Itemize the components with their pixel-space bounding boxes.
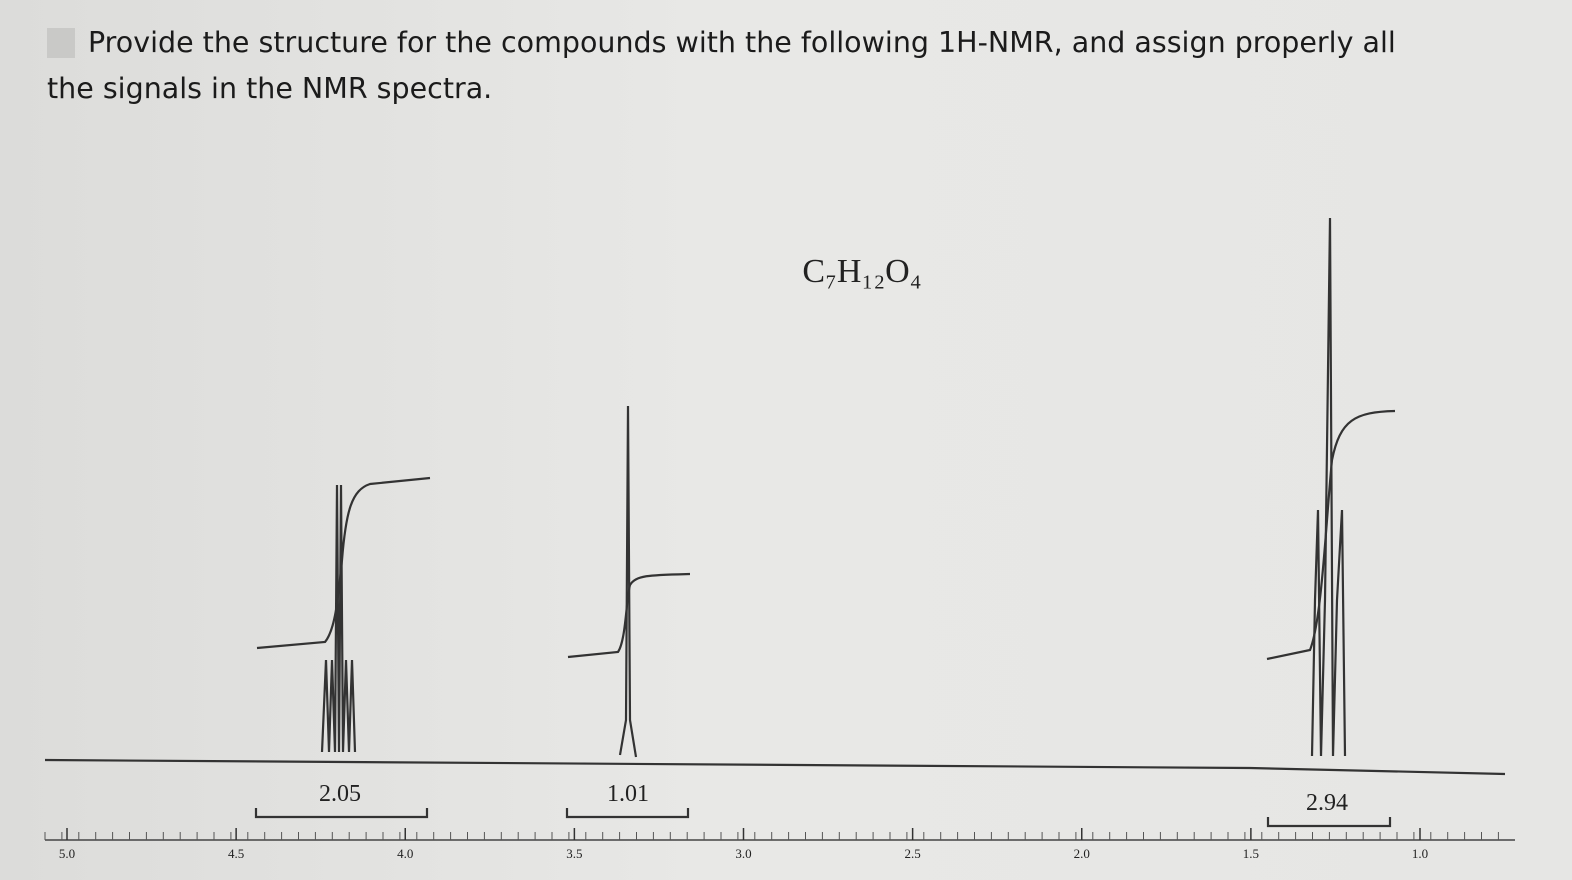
peak [1310,217,1347,757]
question-line: Provide the structure for the compounds … [88,26,1396,59]
x-tick-label: 1.5 [1243,846,1259,861]
question-line: the signals in the NMR spectra. [47,72,493,105]
x-tick-label: 3.5 [566,846,582,861]
x-tick-label: 4.5 [228,846,244,861]
baseline [44,758,1506,776]
integration-label: 2.05 [319,781,361,807]
x-tick-label: 5.0 [59,846,75,861]
integral-curve [1266,409,1396,661]
icon [47,28,75,58]
integration-label: 2.94 [1306,790,1348,816]
integration-bracket [254,808,429,819]
integration-bracket [565,808,690,819]
x-tick-label: 2.0 [1074,846,1090,861]
integral-curve [256,476,431,650]
x-tick-label: 2.5 [905,846,921,861]
formula: C₇H₁₂O₄ [802,253,921,290]
peak [618,405,638,758]
x-tick-label: 1.0 [1412,846,1428,861]
integration-label: 1.01 [607,781,649,807]
integration-bracket [1266,817,1392,828]
x-tick-label: 4.0 [397,846,413,861]
peak [320,484,357,753]
integral-curve [567,572,691,659]
x-tick-label: 3.0 [735,846,751,861]
